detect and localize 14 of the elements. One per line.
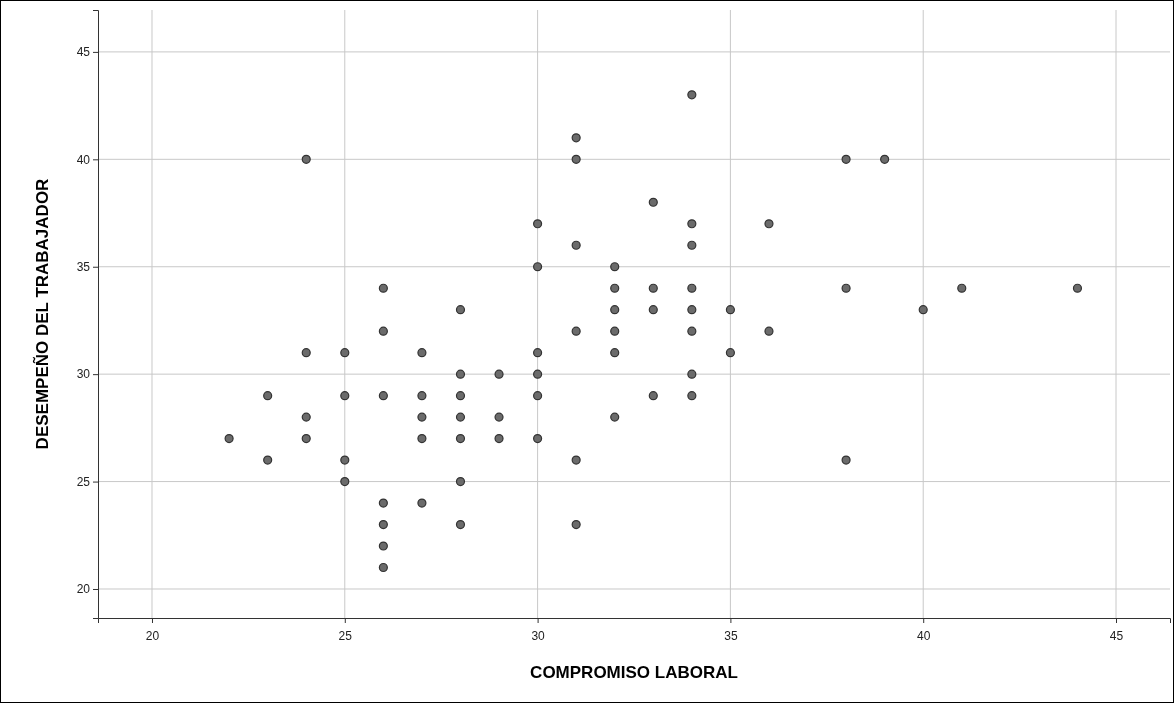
y-axis-title: DESEMPEÑO DEL TRABAJADOR: [32, 178, 52, 450]
y-tick-label: 25: [76, 474, 91, 489]
x-tick-label: 35: [724, 629, 738, 644]
x-tick-label: 45: [1109, 629, 1124, 644]
y-tick-label: 40: [76, 152, 91, 167]
y-tick-label: 35: [76, 260, 91, 275]
x-tick-label: 20: [145, 629, 160, 644]
x-tick-label: 30: [531, 629, 546, 644]
x-axis-title: COMPROMISO LABORAL: [530, 663, 738, 682]
x-tick-label: 25: [338, 629, 353, 644]
y-tick-label: 20: [76, 582, 91, 597]
y-tick-label: 30: [76, 367, 91, 382]
y-tick-label: 45: [76, 45, 91, 60]
x-tick-label: 40: [917, 629, 931, 644]
